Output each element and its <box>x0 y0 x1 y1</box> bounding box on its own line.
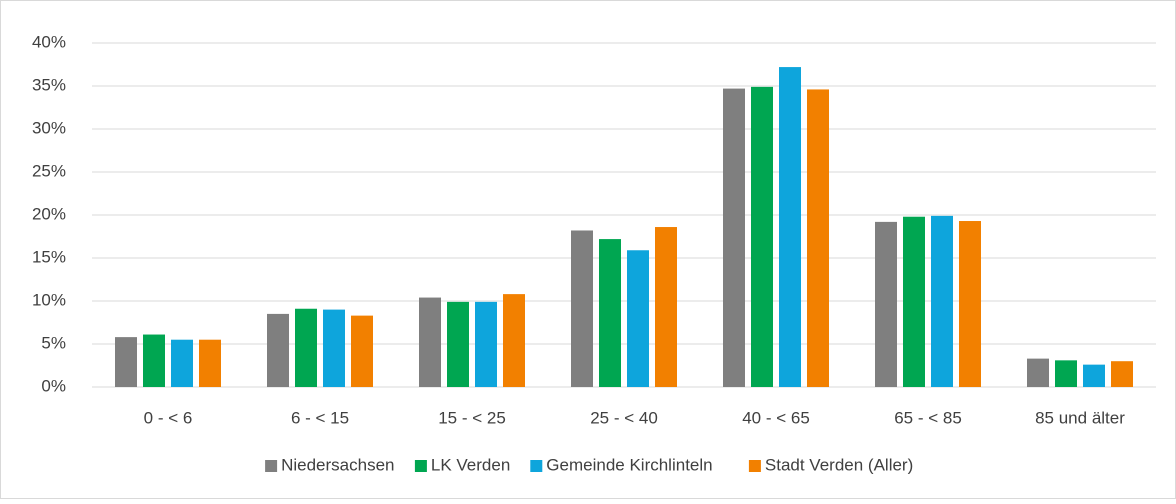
bar <box>475 301 497 387</box>
y-tick-label: 40% <box>32 32 66 51</box>
y-tick-label: 25% <box>32 161 66 180</box>
bar <box>1055 360 1077 387</box>
legend-label: LK Verden <box>431 455 510 474</box>
bar <box>503 294 525 387</box>
bar <box>875 221 897 387</box>
bar <box>779 67 801 387</box>
x-tick-label: 15 - < 25 <box>438 408 506 427</box>
bar <box>199 339 221 387</box>
bar <box>655 227 677 387</box>
bar <box>931 215 953 387</box>
bar <box>571 230 593 387</box>
bar <box>751 86 773 388</box>
y-tick-label: 10% <box>32 290 66 309</box>
bar <box>267 313 289 387</box>
bar <box>323 309 345 387</box>
bar <box>295 308 317 387</box>
bar <box>115 337 137 387</box>
x-tick-label: 40 - < 65 <box>742 408 810 427</box>
bar <box>143 334 165 387</box>
bar <box>419 297 441 387</box>
x-tick-label: 65 - < 85 <box>894 408 962 427</box>
bar <box>599 239 621 387</box>
y-tick-label: 5% <box>41 333 66 352</box>
bar <box>171 339 193 387</box>
bar <box>903 216 925 387</box>
x-tick-label: 85 und älter <box>1035 408 1125 427</box>
legend-swatch <box>748 460 761 472</box>
y-tick-label: 20% <box>32 204 66 223</box>
bar <box>351 315 373 387</box>
y-tick-label: 0% <box>41 376 66 395</box>
bar <box>723 88 745 387</box>
y-tick-label: 30% <box>32 118 66 137</box>
y-tick-label: 15% <box>32 247 66 266</box>
bar <box>1027 358 1049 387</box>
bar <box>1111 361 1133 387</box>
x-tick-label: 6 - < 15 <box>291 408 349 427</box>
legend-label: Niedersachsen <box>281 455 394 474</box>
bar <box>807 89 829 387</box>
legend-label: Gemeinde Kirchlinteln <box>546 455 712 474</box>
bar <box>447 301 469 387</box>
y-tick-label: 35% <box>32 75 66 94</box>
legend-swatch <box>530 460 543 472</box>
legend-label: Stadt Verden (Aller) <box>765 455 913 474</box>
legend-swatch <box>265 460 278 472</box>
bar <box>627 250 649 387</box>
x-tick-label: 0 - < 6 <box>144 408 193 427</box>
legend-swatch <box>414 460 427 472</box>
bar <box>1083 364 1105 387</box>
x-tick-label: 25 - < 40 <box>590 408 658 427</box>
bar <box>959 221 981 387</box>
